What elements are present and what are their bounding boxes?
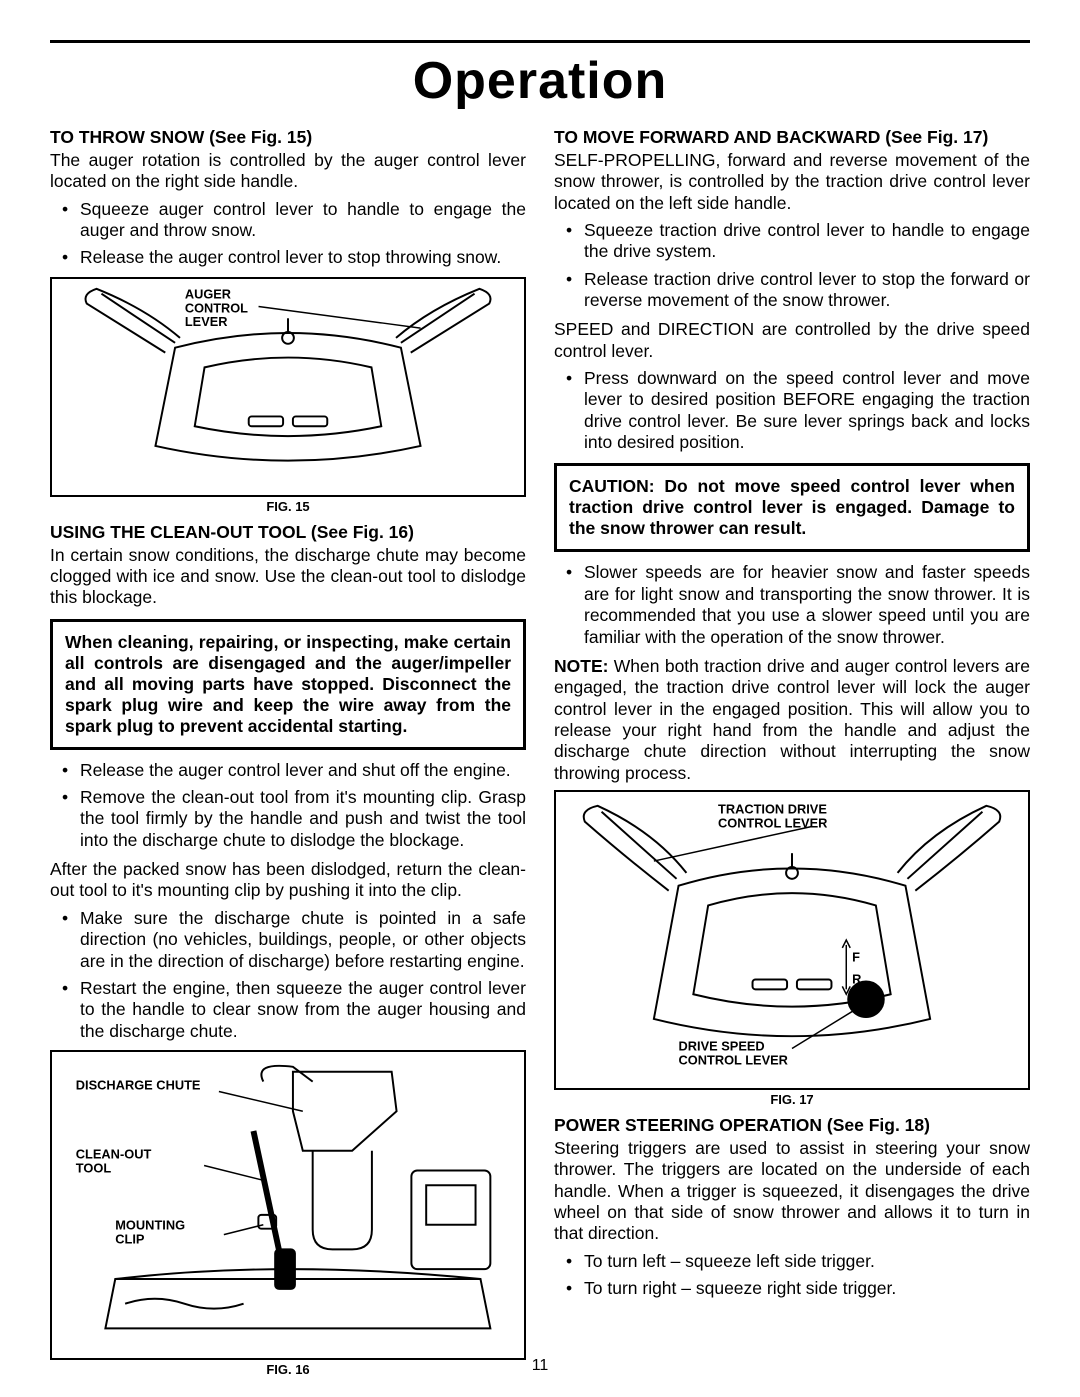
- list-item: Slower speeds are for heavier snow and f…: [554, 562, 1030, 647]
- page-number: 11: [532, 1357, 549, 1375]
- bullet-list: Squeeze traction drive control lever to …: [554, 220, 1030, 311]
- fig16-label-tool2: TOOL: [76, 1160, 112, 1175]
- fig17-label-spd2: CONTROL LEVER: [679, 1052, 788, 1067]
- fig17-caption: FIG. 17: [554, 1092, 1030, 1107]
- heading-move: TO MOVE FORWARD AND BACKWARD (See Fig. 1…: [554, 127, 1030, 148]
- fig17-label-spd1: DRIVE SPEED: [679, 1038, 765, 1053]
- top-rule: [50, 40, 1030, 43]
- bullet-list: Press downward on the speed control leve…: [554, 368, 1030, 453]
- note-paragraph: NOTE: When both traction drive and auger…: [554, 656, 1030, 784]
- list-item: Squeeze traction drive control lever to …: [554, 220, 1030, 263]
- para: In certain snow conditions, the discharg…: [50, 545, 526, 609]
- para: After the packed snow has been dislodged…: [50, 859, 526, 902]
- fig17-marker-f: F: [852, 950, 860, 965]
- note-body: When both traction drive and auger contr…: [554, 656, 1030, 783]
- list-item: Release the auger control lever and shut…: [50, 760, 526, 781]
- list-item: To turn left – squeeze left side trigger…: [554, 1251, 1030, 1272]
- heading-throw-snow: TO THROW SNOW (See Fig. 15): [50, 127, 526, 148]
- caution-box-speed: CAUTION: Do not move speed control lever…: [554, 463, 1030, 552]
- fig15-label-line1: AUGER: [185, 286, 231, 301]
- list-item: Remove the clean-out tool from it's moun…: [50, 787, 526, 851]
- fig15-svg: AUGER CONTROL LEVER: [52, 279, 524, 495]
- fig15-caption: FIG. 15: [50, 499, 526, 514]
- fig17-label-trac1: TRACTION DRIVE: [718, 802, 827, 817]
- fig16-label-clip1: MOUNTING: [115, 1218, 185, 1233]
- fig16-svg: DISCHARGE CHUTE CLEAN-OUT TOOL MOUNTING …: [52, 1052, 524, 1358]
- bullet-list: Make sure the discharge chute is pointed…: [50, 908, 526, 1042]
- para: SELF-PROPELLING, forward and reverse mov…: [554, 150, 1030, 214]
- para: SPEED and DIRECTION are controlled by th…: [554, 319, 1030, 362]
- figure-17: F R TRACTION DRIVE CONTROL LEVER DRIVE S…: [554, 790, 1030, 1090]
- list-item: Squeeze auger control lever to handle to…: [50, 199, 526, 242]
- list-item: Restart the engine, then squeeze the aug…: [50, 978, 526, 1042]
- fig15-label-line2: CONTROL: [185, 300, 248, 315]
- para: The auger rotation is controlled by the …: [50, 150, 526, 193]
- bullet-list: Squeeze auger control lever to handle to…: [50, 199, 526, 269]
- heading-cleanout: USING THE CLEAN-OUT TOOL (See Fig. 16): [50, 522, 526, 543]
- list-item: To turn right – squeeze right side trigg…: [554, 1278, 1030, 1299]
- warning-box-cleaning: When cleaning, repairing, or inspecting,…: [50, 619, 526, 750]
- list-item: Make sure the discharge chute is pointed…: [50, 908, 526, 972]
- note-lead: NOTE:: [554, 656, 608, 676]
- figure-15: AUGER CONTROL LEVER: [50, 277, 526, 497]
- list-item: Press downward on the speed control leve…: [554, 368, 1030, 453]
- list-item: Release the auger control lever to stop …: [50, 247, 526, 268]
- fig16-label-clip2: CLIP: [115, 1231, 145, 1246]
- columns: TO THROW SNOW (See Fig. 15) The auger ro…: [50, 121, 1030, 1385]
- right-column: TO MOVE FORWARD AND BACKWARD (See Fig. 1…: [554, 121, 1030, 1385]
- list-item: Release traction drive control lever to …: [554, 269, 1030, 312]
- fig16-label-chute: DISCHARGE CHUTE: [76, 1077, 201, 1092]
- fig16-caption: FIG. 16: [50, 1362, 526, 1377]
- heading-steering: POWER STEERING OPERATION (See Fig. 18): [554, 1115, 1030, 1136]
- para: Steering triggers are used to assist in …: [554, 1138, 1030, 1245]
- bullet-list: Slower speeds are for heavier snow and f…: [554, 562, 1030, 647]
- bullet-list: To turn left – squeeze left side trigger…: [554, 1251, 1030, 1300]
- page-title: Operation: [50, 51, 1030, 111]
- fig16-label-tool1: CLEAN-OUT: [76, 1146, 152, 1161]
- bullet-list: Release the auger control lever and shut…: [50, 760, 526, 851]
- fig17-svg: F R TRACTION DRIVE CONTROL LEVER DRIVE S…: [556, 792, 1028, 1088]
- left-column: TO THROW SNOW (See Fig. 15) The auger ro…: [50, 121, 526, 1385]
- fig17-marker-r: R: [852, 971, 861, 986]
- fig17-label-trac2: CONTROL LEVER: [718, 815, 827, 830]
- fig15-label-line3: LEVER: [185, 314, 228, 329]
- figure-16: DISCHARGE CHUTE CLEAN-OUT TOOL MOUNTING …: [50, 1050, 526, 1360]
